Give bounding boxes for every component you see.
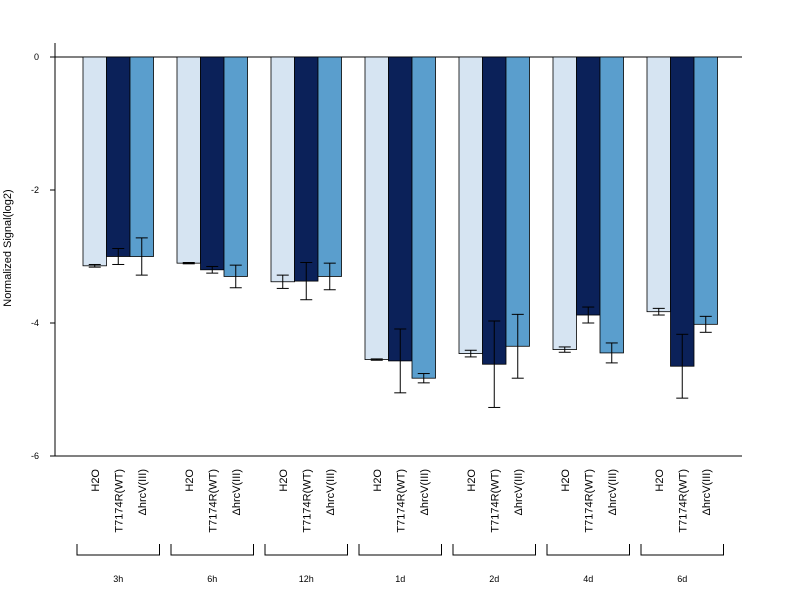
condition-label: H2O <box>654 469 666 492</box>
condition-label: T7174R(WT) <box>395 469 407 533</box>
condition-label: H2O <box>184 469 196 492</box>
bar <box>106 56 131 257</box>
bar <box>411 56 436 379</box>
group-label: 6h <box>207 574 217 584</box>
group-bracket <box>264 544 348 556</box>
group-label: 12h <box>299 574 314 584</box>
bar <box>599 56 624 354</box>
bar <box>129 56 154 257</box>
condition-label: T7174R(WT) <box>583 469 595 533</box>
bar <box>693 56 718 325</box>
bar <box>223 56 248 277</box>
bar <box>388 56 413 362</box>
group-bracket <box>640 544 724 556</box>
condition-label: ΔhrcV(III) <box>325 469 337 515</box>
y-axis-title: Normalized Signal(log2) <box>2 189 14 306</box>
error-bars <box>88 237 712 408</box>
group-labels: 3h 6h 12h 1d 2d 4d 6d <box>76 544 724 584</box>
y-tick-label: -4 <box>31 318 39 328</box>
bars <box>82 56 718 379</box>
bar <box>317 56 342 277</box>
group-label: 2d <box>489 574 499 584</box>
y-tick-label: 0 <box>34 52 39 62</box>
condition-label: H2O <box>466 469 478 492</box>
y-axis-ticks: 0 -2 -4 -6 <box>31 52 55 461</box>
condition-label: ΔhrcV(III) <box>419 469 431 515</box>
y-tick-label: -2 <box>31 185 39 195</box>
bar <box>505 56 530 347</box>
condition-label: H2O <box>560 469 572 492</box>
bar <box>82 56 107 267</box>
group-label: 3h <box>113 574 123 584</box>
bar <box>576 56 601 316</box>
condition-label: T7174R(WT) <box>489 469 501 533</box>
bar <box>270 56 295 283</box>
condition-label: T7174R(WT) <box>677 469 689 533</box>
bar <box>200 56 225 271</box>
condition-label: H2O <box>90 469 102 492</box>
condition-label: ΔhrcV(III) <box>231 469 243 515</box>
condition-label: T7174R(WT) <box>301 469 313 533</box>
bar <box>364 56 389 360</box>
condition-labels: H2O T7174R(WT) ΔhrcV(III) H2O T7174R(WT) Δhrc… <box>90 469 713 533</box>
bar <box>482 56 507 365</box>
condition-label: ΔhrcV(III) <box>607 469 619 515</box>
y-tick-label: -6 <box>31 451 39 461</box>
group-bracket <box>170 544 254 556</box>
group-label: 1d <box>395 574 405 584</box>
condition-label: T7174R(WT) <box>113 469 125 533</box>
condition-label: ΔhrcV(III) <box>513 469 525 515</box>
bar <box>294 56 319 282</box>
group-label: 4d <box>583 574 593 584</box>
bar <box>670 56 695 367</box>
bar <box>552 56 577 351</box>
group-bracket <box>546 544 630 556</box>
group-bracket <box>358 544 442 556</box>
condition-label: ΔhrcV(III) <box>137 469 149 515</box>
condition-label: T7174R(WT) <box>207 469 219 533</box>
group-bracket <box>452 544 536 556</box>
condition-label: H2O <box>278 469 290 492</box>
bar <box>176 56 201 264</box>
bar <box>458 56 483 354</box>
bar <box>646 56 671 313</box>
condition-label: ΔhrcV(III) <box>701 469 713 515</box>
condition-label: H2O <box>372 469 384 492</box>
group-bracket <box>76 544 160 556</box>
group-label: 6d <box>677 574 687 584</box>
